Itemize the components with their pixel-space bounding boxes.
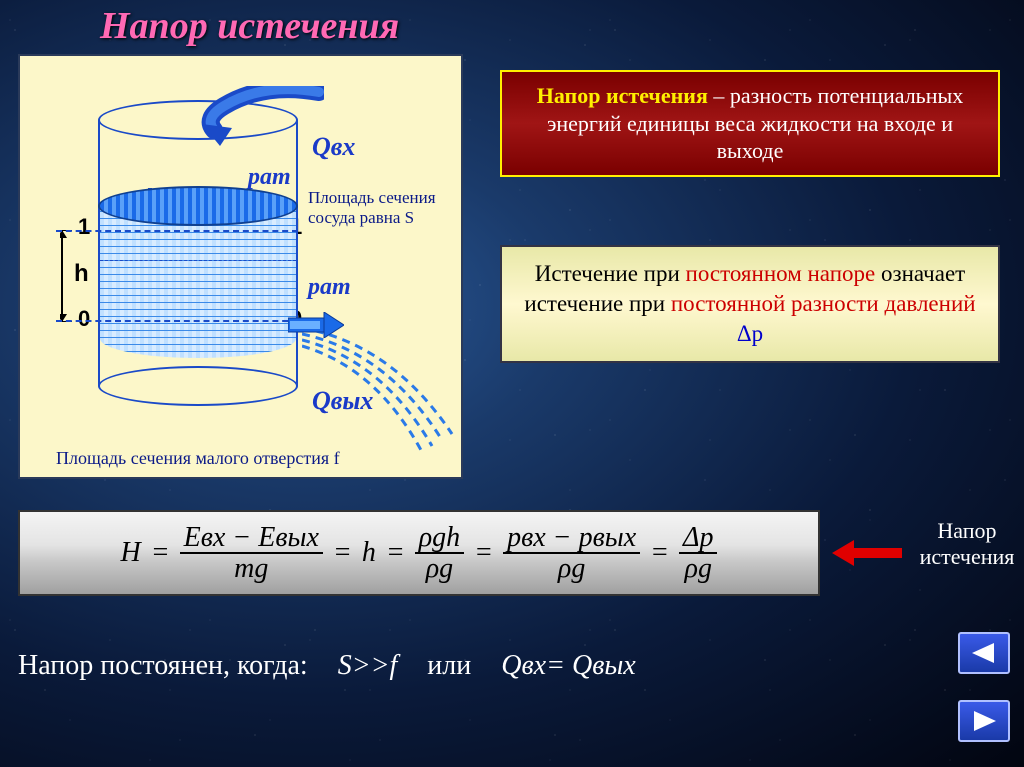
slide-title: Напор истечения — [100, 4, 399, 48]
condition-or: или — [427, 650, 471, 682]
triangle-right-icon — [970, 710, 998, 732]
formula-label: Напор истечения — [910, 518, 1024, 571]
formula-box: H = Eвх − Eвых mg = h = ρgh ρg = pвх − p… — [18, 510, 820, 596]
formula: H = Eвх − Eвых mg = h = ρgh ρg = pвх − p… — [121, 523, 718, 584]
h-label: h — [74, 260, 89, 288]
nav-back-button[interactable] — [958, 632, 1010, 674]
note-box: Истечение при постоянном напоре означает… — [500, 245, 1000, 363]
condition-line: Напор постоянен, когда: S>>f или Qвх= Qв… — [18, 650, 636, 682]
h-bracket — [60, 230, 74, 322]
note-text: Истечение при — [535, 261, 686, 286]
vessel-area-label: Площадь сечения сосуда равна S — [308, 188, 458, 227]
nav-forward-button[interactable] — [958, 700, 1010, 742]
inflow-arrow-icon — [174, 86, 324, 146]
note-dp: Δр — [737, 321, 763, 346]
note-text-red: постоянном напоре — [686, 261, 876, 286]
definition-box: Напор истечения – разность потенциальных… — [500, 70, 1000, 177]
level-0-line — [56, 320, 298, 322]
triangle-left-icon — [970, 642, 998, 664]
level-0-left: 0 — [78, 306, 90, 332]
p-atm-label-mid: рат — [308, 274, 351, 301]
diagram-panel: Qвх рат рат Qвых Площадь сечения сосуда … — [18, 54, 463, 479]
condition-2: Qвх= Qвых — [501, 650, 635, 682]
level-1-left: 1 — [78, 214, 90, 240]
note-text-red: постоянной разности давлений — [671, 291, 976, 316]
level-1-line — [56, 230, 298, 232]
outflow-arrow-icon — [288, 312, 344, 338]
condition-text: Напор постоянен, когда: — [18, 650, 308, 682]
condition-1: S>>f — [338, 650, 398, 682]
vessel — [98, 100, 298, 406]
q-out-label: Qвых — [312, 386, 373, 416]
definition-term: Напор истечения — [537, 83, 708, 108]
orifice-area-label: Площадь сечения малого отверстия f — [56, 448, 340, 469]
p-atm-label-top: рат — [248, 164, 291, 191]
formula-pointer-arrow-icon — [832, 540, 902, 566]
